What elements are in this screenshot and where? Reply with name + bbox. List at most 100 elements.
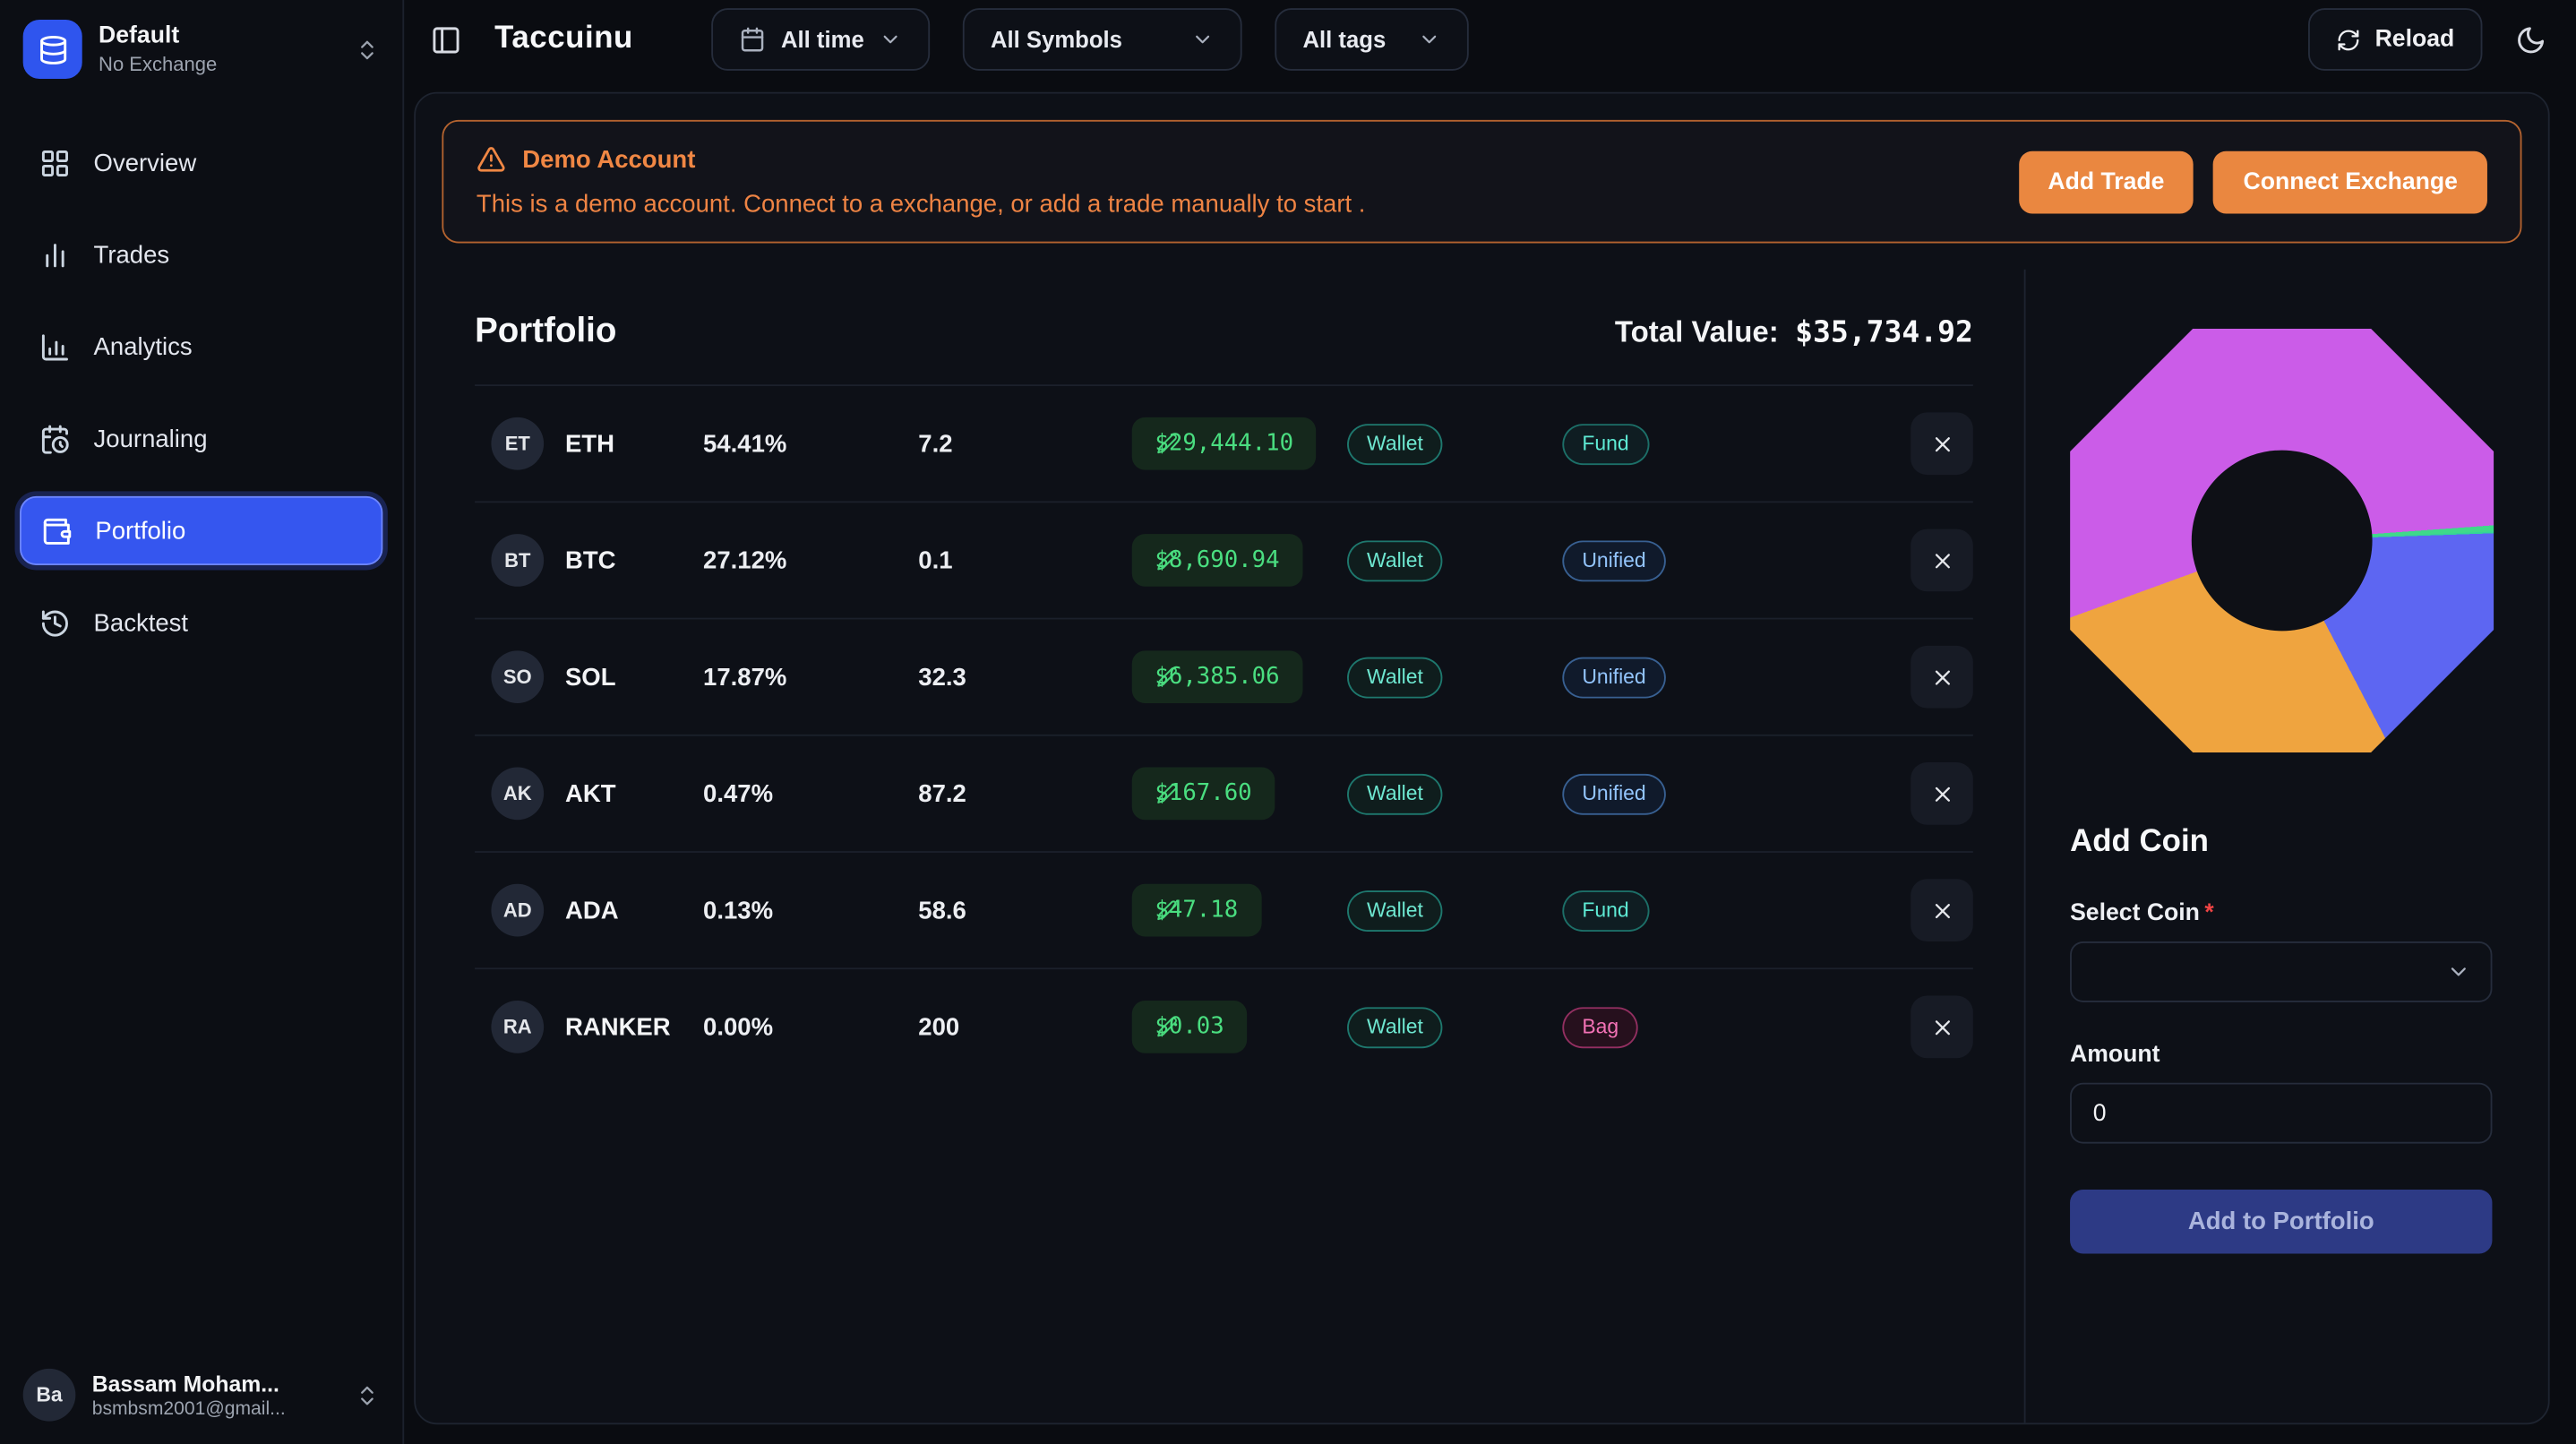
coin-percent: 0.00% bbox=[703, 1012, 774, 1041]
wallet-icon bbox=[41, 515, 73, 546]
coin-value[interactable]: $167.60 bbox=[1131, 767, 1275, 821]
connect-exchange-button[interactable]: Connect Exchange bbox=[2213, 150, 2487, 213]
tag-badge: Fund bbox=[1562, 890, 1649, 932]
symbols-filter-select[interactable]: All Symbols bbox=[962, 8, 1242, 71]
add-to-portfolio-button[interactable]: Add to Portfolio bbox=[2070, 1189, 2493, 1254]
table-row: AK AKT 0.47% 87.2 $167.60 Wallet Unified bbox=[475, 734, 1973, 851]
pencil-icon bbox=[1156, 1016, 1178, 1037]
close-icon bbox=[1929, 431, 1954, 456]
user-name: Bassam Moham... bbox=[91, 1371, 279, 1397]
coin-avatar: ET bbox=[491, 417, 545, 470]
coin-value[interactable]: $47.18 bbox=[1131, 883, 1261, 937]
demo-account-banner: Demo Account This is a demo account. Con… bbox=[442, 119, 2522, 244]
account-switcher[interactable]: Default No Exchange bbox=[0, 0, 402, 99]
remove-coin-button[interactable] bbox=[1911, 529, 1973, 592]
coin-avatar: SO bbox=[491, 650, 545, 704]
coin-symbol: AKT bbox=[564, 779, 616, 808]
coin-percent: 54.41% bbox=[703, 429, 787, 458]
sidebar-nav: Overview Trades Analytics Journaling Por… bbox=[0, 108, 402, 677]
coin-symbol: ETH bbox=[564, 429, 614, 458]
select-coin-label: Select Coin * bbox=[2070, 900, 2214, 927]
sidebar-item-label: Overview bbox=[93, 148, 197, 177]
remove-coin-button[interactable] bbox=[1911, 762, 1973, 825]
tags-filter-select[interactable]: All tags bbox=[1275, 8, 1469, 71]
coin-percent: 27.12% bbox=[703, 546, 787, 575]
coin-value[interactable]: $0.03 bbox=[1131, 1001, 1248, 1053]
wallet-badge: Wallet bbox=[1347, 539, 1443, 581]
coin-value[interactable]: $6,385.06 bbox=[1131, 650, 1303, 704]
chevrons-up-down-icon bbox=[355, 37, 380, 62]
coin-symbol: ADA bbox=[564, 896, 619, 924]
theme-toggle-button[interactable] bbox=[2505, 14, 2556, 65]
close-icon bbox=[1929, 781, 1954, 806]
coin-value[interactable]: $8,690.94 bbox=[1131, 534, 1303, 587]
page-title: Portfolio bbox=[475, 312, 617, 350]
close-icon bbox=[1929, 548, 1954, 573]
remove-coin-button[interactable] bbox=[1911, 412, 1973, 476]
warning-icon bbox=[477, 144, 506, 174]
sidebar-item-label: Trades bbox=[93, 240, 170, 269]
total-value: $35,734.92 bbox=[1795, 315, 1973, 350]
sidebar-item-label: Backtest bbox=[93, 608, 189, 637]
wallet-badge: Wallet bbox=[1347, 1006, 1443, 1048]
pencil-icon bbox=[1156, 783, 1178, 804]
amount-input[interactable] bbox=[2070, 1082, 2493, 1144]
calendar-icon bbox=[740, 26, 766, 52]
account-subtitle: No Exchange bbox=[99, 52, 218, 76]
sidebar-item-journaling[interactable]: Journaling bbox=[20, 404, 382, 473]
coin-select[interactable] bbox=[2070, 941, 2493, 1002]
table-row: AD ADA 0.13% 58.6 $47.18 Wallet Fund bbox=[475, 851, 1973, 967]
table-row: SO SOL 17.87% 32.3 $6,385.06 Wallet Unif… bbox=[475, 617, 1973, 735]
sidebar-item-backtest[interactable]: Backtest bbox=[20, 589, 382, 658]
pencil-icon bbox=[1156, 899, 1178, 921]
time-filter-button[interactable]: All time bbox=[711, 8, 931, 71]
wallet-badge: Wallet bbox=[1347, 423, 1443, 465]
add-trade-button[interactable]: Add Trade bbox=[2018, 150, 2194, 213]
remove-coin-button[interactable] bbox=[1911, 645, 1973, 709]
table-row: ET ETH 54.41% 7.2 $29,444.10 Wallet Fund bbox=[475, 384, 1973, 501]
panel-left-icon bbox=[431, 24, 462, 56]
coin-percent: 0.47% bbox=[703, 779, 774, 808]
table-row: RA RANKER 0.00% 200 $0.03 Wallet Bag bbox=[475, 967, 1973, 1084]
topbar: Taccuinu All time All Symbols All tags R… bbox=[404, 0, 2576, 79]
grid-icon bbox=[39, 147, 71, 178]
wallet-badge: Wallet bbox=[1347, 656, 1443, 698]
sidebar-item-portfolio[interactable]: Portfolio bbox=[20, 495, 383, 565]
coin-percent: 0.13% bbox=[703, 896, 774, 924]
coin-amount: 87.2 bbox=[918, 779, 966, 808]
sidebar-item-label: Portfolio bbox=[95, 516, 186, 546]
chevron-down-icon bbox=[1191, 28, 1215, 51]
table-row: BT BTC 27.12% 0.1 $8,690.94 Wallet Unifi… bbox=[475, 501, 1973, 617]
total-value-label: Total Value: bbox=[1614, 315, 1779, 348]
chart-axis-icon bbox=[39, 331, 71, 363]
user-email: bsmbsm2001@gmail... bbox=[91, 1398, 286, 1419]
app-title: Taccuinu bbox=[494, 21, 633, 56]
sidebar-item-overview[interactable]: Overview bbox=[20, 128, 382, 197]
wallet-badge: Wallet bbox=[1347, 772, 1443, 814]
coin-amount: 200 bbox=[918, 1012, 960, 1041]
moon-icon bbox=[2515, 24, 2546, 56]
user-menu[interactable]: Ba Bassam Moham... bsmbsm2001@gmail... bbox=[0, 1345, 402, 1444]
history-icon bbox=[39, 607, 71, 639]
remove-coin-button[interactable] bbox=[1911, 995, 1973, 1059]
allocation-chart bbox=[2070, 328, 2494, 753]
coin-amount: 7.2 bbox=[918, 429, 953, 458]
coin-symbol: SOL bbox=[564, 663, 616, 692]
sidebar: Default No Exchange Overview Trades Anal… bbox=[0, 0, 405, 1444]
remove-coin-button[interactable] bbox=[1911, 879, 1973, 941]
coin-value[interactable]: $29,444.10 bbox=[1131, 417, 1317, 470]
main-area: Taccuinu All time All Symbols All tags R… bbox=[404, 0, 2576, 1444]
pie-donut-hole bbox=[2191, 450, 2373, 632]
reload-button[interactable]: Reload bbox=[2307, 8, 2483, 71]
sidebar-item-trades[interactable]: Trades bbox=[20, 220, 382, 289]
time-filter-label: All time bbox=[780, 26, 864, 53]
coin-symbol: BTC bbox=[564, 546, 616, 575]
tag-badge: Fund bbox=[1562, 423, 1649, 465]
close-icon bbox=[1929, 665, 1954, 690]
symbols-filter-label: All Symbols bbox=[990, 26, 1122, 53]
portfolio-pane: Portfolio Total Value: $35,734.92 ET ETH… bbox=[416, 270, 2024, 1423]
sidebar-item-label: Analytics bbox=[93, 332, 193, 361]
sidebar-toggle-button[interactable] bbox=[421, 14, 472, 65]
banner-title: Demo Account bbox=[522, 145, 696, 174]
sidebar-item-analytics[interactable]: Analytics bbox=[20, 312, 382, 381]
